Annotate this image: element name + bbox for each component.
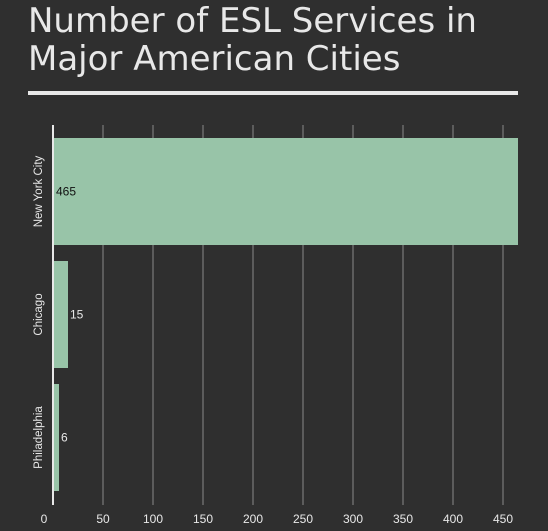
bar-new-york-city	[53, 138, 518, 245]
bar-philadelphia	[53, 384, 59, 491]
x-tick-label-200: 200	[243, 512, 263, 526]
data-label: 465	[56, 185, 76, 199]
x-axis-ticks: 0 50 100 150 200 250 300 350 400 450	[41, 512, 514, 526]
bars	[53, 138, 518, 491]
data-labels: 465 15 6	[56, 185, 84, 445]
x-tick-label-150: 150	[193, 512, 213, 526]
data-label: 15	[70, 308, 84, 322]
category-label: Chicago	[33, 293, 45, 335]
chart-title: Number of ESL Services in Major American…	[28, 1, 477, 79]
title-underline	[28, 91, 518, 95]
x-tick-label-100: 100	[143, 512, 163, 526]
bar-chicago	[53, 261, 68, 368]
x-tick-label-50: 50	[96, 512, 110, 526]
x-tick-label-0: 0	[41, 512, 48, 526]
category-label: New York City	[33, 155, 45, 227]
x-tick-label-300: 300	[343, 512, 363, 526]
x-tick-label-450: 450	[493, 512, 513, 526]
x-tick-label-350: 350	[393, 512, 413, 526]
category-label: Philadelphia	[33, 406, 45, 469]
x-tick-label-250: 250	[293, 512, 313, 526]
x-tick-label-400: 400	[443, 512, 463, 526]
data-label: 6	[61, 431, 68, 445]
category-labels: New York City Chicago Philadelphia	[33, 155, 45, 468]
